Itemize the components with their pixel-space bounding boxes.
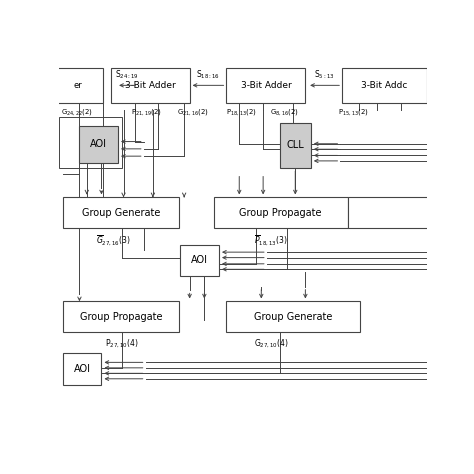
Bar: [280, 123, 311, 168]
Text: $\overline{P}_{18,13}$(3): $\overline{P}_{18,13}$(3): [254, 234, 287, 248]
Text: AOI: AOI: [191, 255, 208, 265]
Text: AOI: AOI: [90, 139, 107, 149]
Text: S$_{5:13}$: S$_{5:13}$: [314, 68, 335, 81]
Text: 3-Bit Adder: 3-Bit Adder: [240, 81, 291, 90]
Text: 3-Bit Adder: 3-Bit Adder: [125, 81, 175, 90]
Text: CLL: CLL: [286, 140, 304, 150]
Bar: [52, 68, 103, 102]
Text: Group Propagate: Group Propagate: [239, 208, 322, 218]
Text: S$_{18:16}$: S$_{18:16}$: [196, 68, 220, 81]
Bar: [181, 245, 219, 276]
Bar: [63, 197, 179, 228]
Text: P$_{21,19}$(2): P$_{21,19}$(2): [131, 107, 162, 117]
Bar: [347, 197, 428, 228]
Text: P$_{18,13}$(2): P$_{18,13}$(2): [227, 107, 257, 117]
Text: AOI: AOI: [74, 364, 91, 374]
Bar: [59, 117, 122, 168]
Bar: [80, 126, 118, 163]
Text: G$_{8,16}$(2): G$_{8,16}$(2): [271, 107, 300, 117]
Text: P$_{15,13}$(2): P$_{15,13}$(2): [338, 107, 369, 117]
Bar: [213, 197, 347, 228]
Bar: [63, 301, 179, 332]
Text: G$_{27,10}$(4): G$_{27,10}$(4): [254, 338, 289, 350]
Text: er: er: [73, 81, 82, 90]
Text: P$_{27,10}$(4): P$_{27,10}$(4): [105, 338, 138, 350]
Text: Group Generate: Group Generate: [254, 312, 333, 322]
Bar: [110, 68, 190, 102]
Text: 3-Bit Addc: 3-Bit Addc: [361, 81, 408, 90]
Bar: [227, 68, 305, 102]
Text: S$_{24:19}$: S$_{24:19}$: [115, 68, 139, 81]
Text: $\overline{G}_{27,16}$(3): $\overline{G}_{27,16}$(3): [96, 234, 131, 248]
Bar: [227, 301, 361, 332]
Text: Group Generate: Group Generate: [82, 208, 160, 218]
Text: G$_{21,16}$(2): G$_{21,16}$(2): [177, 107, 209, 117]
Bar: [342, 68, 427, 102]
Text: G$_{24,22}$(2): G$_{24,22}$(2): [61, 107, 93, 117]
Bar: [63, 353, 101, 385]
Text: Group Propagate: Group Propagate: [80, 312, 162, 322]
